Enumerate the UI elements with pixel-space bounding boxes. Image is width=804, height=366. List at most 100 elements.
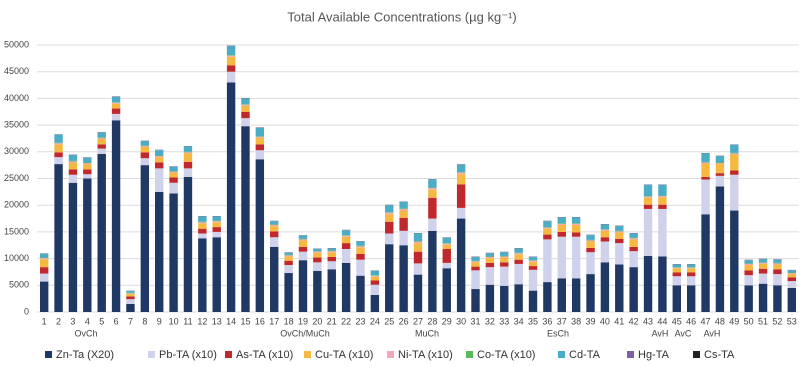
bar-segment [701, 163, 710, 177]
x-tick-label: 44 [657, 316, 667, 326]
bar-segment [485, 262, 495, 268]
x-tick-label: 45 [672, 316, 682, 326]
bar-segment [413, 274, 423, 312]
x-tick-label: 20 [312, 316, 322, 326]
bar-segment [212, 227, 221, 232]
bar-segment [758, 268, 768, 274]
legend-label: Pb-TA (x10) [159, 349, 217, 361]
bar-segment [500, 262, 509, 267]
bar-segment [413, 241, 423, 244]
x-tick-label: 37 [557, 316, 567, 326]
bar-segment [500, 255, 509, 257]
bar-segment [730, 153, 739, 155]
bar-segment [615, 264, 624, 312]
bar-segment [413, 243, 423, 252]
bar-segment [629, 238, 638, 240]
bar-segment [111, 108, 121, 114]
bar-segment [672, 267, 681, 269]
bar-segment [370, 276, 380, 281]
bar-segment [255, 136, 265, 137]
bar-segment [428, 179, 437, 188]
bar-segment [672, 268, 681, 273]
x-tick-label: 3 [70, 316, 75, 326]
legend-swatch [693, 351, 700, 358]
x-tick-label: 10 [169, 316, 179, 326]
bar-segment [341, 248, 351, 263]
bar-segment [787, 274, 797, 278]
bar-segment [600, 229, 610, 231]
bar-segment [54, 144, 63, 153]
bar-segment [557, 236, 566, 279]
bar-segment [658, 195, 667, 197]
bar-segment [212, 237, 221, 312]
bar-segment [385, 221, 394, 234]
bar-segment [198, 223, 207, 229]
y-tick-label: 30000 [4, 146, 29, 156]
bar-segment [370, 270, 380, 276]
bar-segment [226, 46, 236, 56]
bar-segment [183, 161, 193, 169]
bar-segment [686, 267, 696, 268]
bar-segment [485, 253, 495, 257]
bar-segment [773, 262, 782, 264]
bar-segment [514, 259, 523, 264]
bar-segment [313, 248, 322, 252]
bar-segment [571, 217, 581, 224]
bar-segment [341, 235, 351, 236]
bar-segment [212, 222, 221, 228]
bar-segment [97, 132, 106, 138]
bar-segment [730, 152, 739, 154]
bar-segment [456, 174, 466, 185]
bar-segment [226, 82, 236, 312]
bar-segment [528, 290, 538, 312]
bar-segment [471, 256, 480, 261]
bar-segment [428, 197, 437, 219]
bar-segment [413, 233, 423, 241]
bar-segment [54, 143, 63, 145]
bar-segment [442, 262, 451, 269]
x-tick-label: 23 [355, 316, 365, 326]
bar-segment [198, 216, 207, 222]
bar-segment [183, 168, 193, 177]
bar-segment [140, 146, 150, 153]
bar-segment [212, 231, 221, 238]
bar-segment [298, 246, 308, 252]
bar-segment [787, 272, 797, 274]
bar-segment [643, 184, 653, 197]
bar-segment [97, 144, 106, 149]
bar-segment [500, 252, 509, 256]
legend-swatch [627, 351, 634, 358]
x-tick-label: 18 [284, 316, 294, 326]
x-tick-label: 40 [600, 316, 610, 326]
bar-segment [126, 299, 135, 304]
bar-segment [298, 240, 308, 247]
bar-segment [140, 145, 150, 147]
bar-segment [715, 175, 725, 187]
bar-segment [313, 262, 322, 271]
bar-segment [356, 246, 365, 248]
bar-segment [68, 161, 78, 163]
bar-segment [270, 231, 279, 238]
bar-segment [485, 284, 495, 312]
bar-segment [485, 256, 495, 259]
group-label: OvCh/MuCh [280, 328, 330, 338]
bar-segment [442, 268, 451, 312]
y-tick-label: 25000 [4, 173, 29, 183]
bar-segment [658, 197, 667, 205]
bar-segment [500, 285, 509, 312]
x-tick-label: 6 [114, 316, 119, 326]
bar-segment [83, 162, 92, 164]
bar-segment [428, 218, 437, 231]
bar-segment [83, 178, 92, 312]
bar-segment [672, 276, 681, 286]
bar-segment [600, 262, 610, 312]
bar-segment [183, 153, 193, 162]
bar-segment [313, 252, 322, 258]
bar-segment [385, 212, 394, 213]
bar-segment [658, 208, 667, 257]
x-tick-label: 26 [399, 316, 409, 326]
bar-segment [557, 224, 566, 232]
bar-segment [241, 118, 250, 127]
bar-segment [39, 258, 49, 260]
